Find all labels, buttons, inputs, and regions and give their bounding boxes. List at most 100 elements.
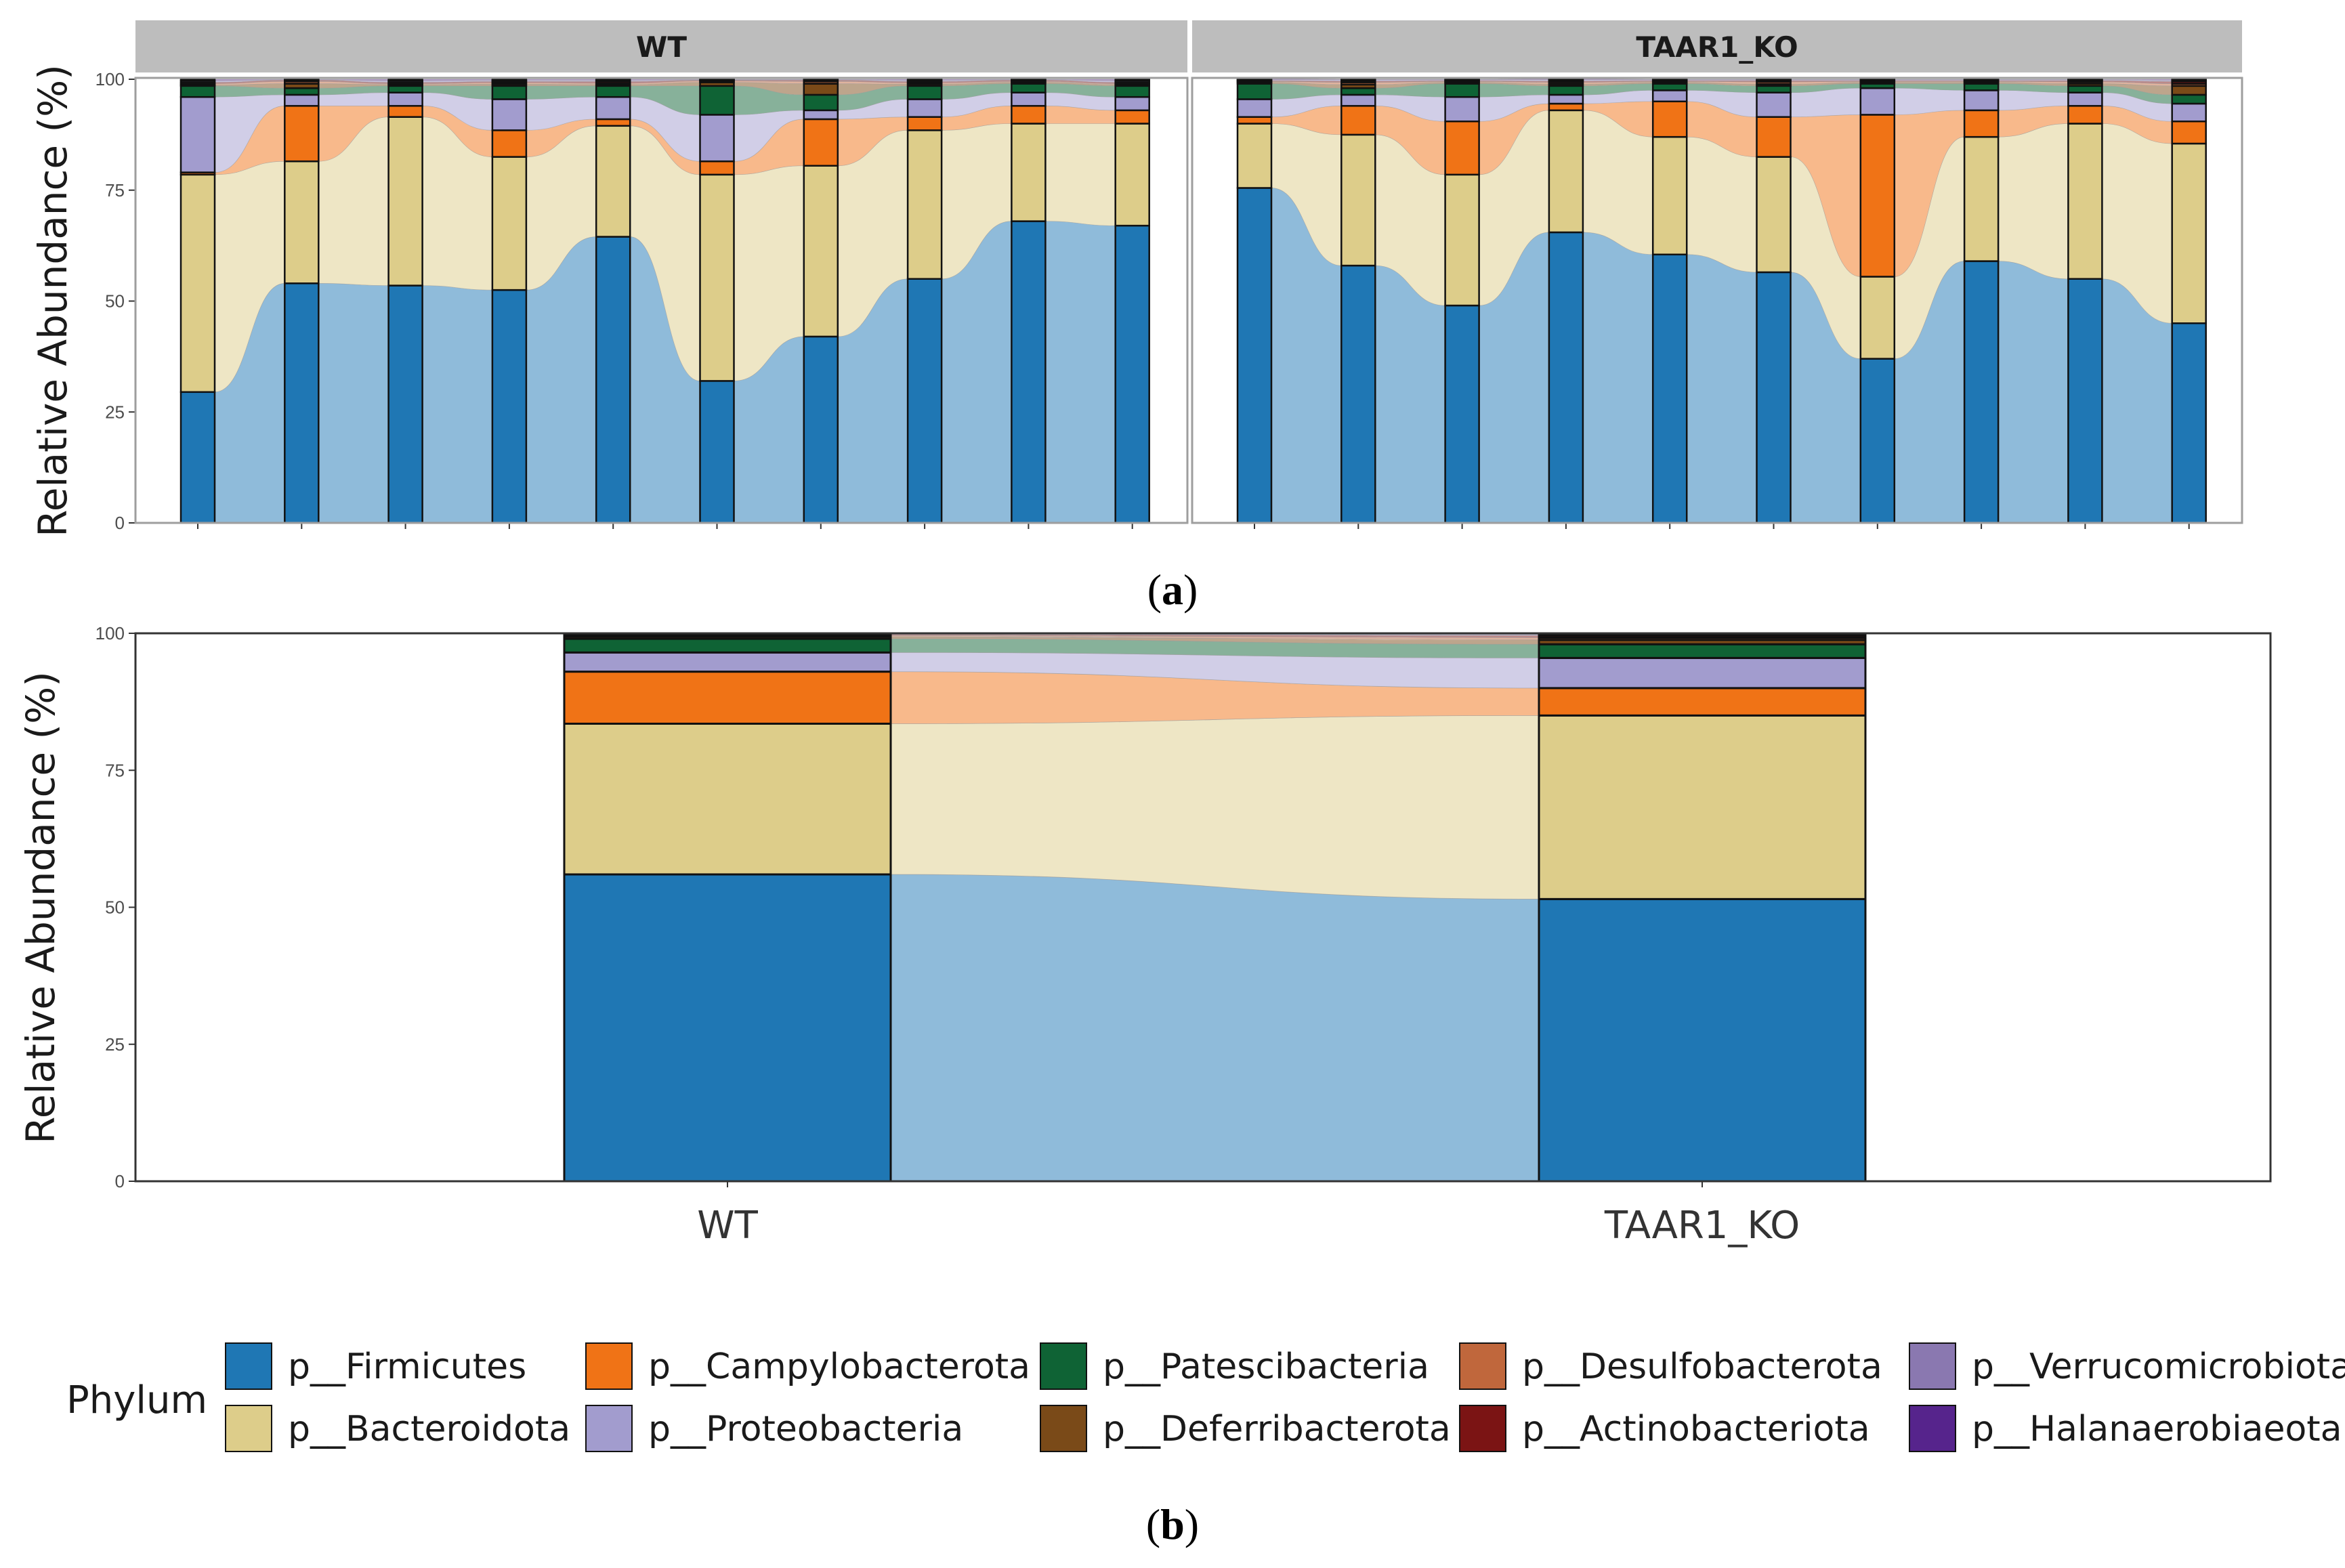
bar-segment-bacteroidota	[563, 722, 892, 876]
bar-segment-bacteroidota	[1340, 133, 1376, 267]
panel-b-y-axis-label: Relative Abundance (%)	[18, 671, 64, 1144]
bar-segment-patescibacteria	[1538, 643, 1867, 659]
panel-b-y-tick-label: 25	[105, 1034, 125, 1055]
bar-segment-patescibacteria	[1963, 83, 2000, 91]
flow-firmicutes	[1998, 261, 2069, 524]
bar-segment-firmicutes	[2171, 322, 2207, 524]
sample-bar-6	[699, 78, 735, 529]
bar-segment-halanaerobiaeota	[387, 78, 423, 82]
bar-segment-halanaerobiaeota	[1444, 78, 1480, 81]
legend-label-verrucomicrobiota: p__Verrucomicrobiota	[1972, 1347, 2345, 1387]
panel-b-y-tick-label: 50	[105, 897, 125, 918]
bar-segment-firmicutes	[1538, 897, 1867, 1183]
bar-segment-proteobacteria	[1444, 96, 1480, 123]
legend-item-firmicutes: p__Firmicutes	[225, 1342, 526, 1390]
bar-segment-firmicutes	[284, 282, 320, 524]
legend-swatch-halanaerobiaeota	[1909, 1405, 1956, 1452]
bar-segment-deferribacterota	[803, 83, 839, 96]
bar-segment-firmicutes	[803, 335, 839, 524]
x-category-label: TAAR1_KO	[1604, 1204, 1800, 1248]
bar-segment-proteobacteria	[1756, 91, 1792, 118]
flow-bacteroidota	[1686, 136, 1757, 273]
legend-item-verrucomicrobiota: p__Verrucomicrobiota	[1909, 1342, 2345, 1390]
legend-label-campylobacterota: p__Campylobacterota	[648, 1347, 1030, 1387]
panel-a-y-tick-label: 100	[96, 69, 125, 89]
bar-segment-proteobacteria	[1236, 98, 1273, 118]
group-alluvial-flows	[890, 633, 1540, 1182]
bar-segment-firmicutes	[1340, 264, 1376, 524]
facet-panel-border	[1191, 77, 2243, 524]
flow-firmicutes	[1582, 232, 1653, 524]
bar-segment-patescibacteria	[1236, 83, 1273, 100]
panel-b-y-tick-label: 0	[115, 1171, 125, 1191]
bar-segment-bacteroidota	[1114, 123, 1150, 227]
bar-segment-halanaerobiaeota	[179, 78, 216, 82]
bar-segment-patescibacteria	[387, 85, 423, 93]
alluvial-flows	[214, 79, 1116, 524]
bar-segment-halanaerobiaeota	[803, 78, 839, 81]
legend-swatch-bacteroidota	[225, 1405, 272, 1452]
bar-segment-patescibacteria	[906, 85, 943, 100]
panel-b-y-tick-label: 75	[105, 760, 125, 780]
bar-segment-firmicutes	[1236, 187, 1273, 524]
bar-segment-proteobacteria	[2171, 102, 2207, 123]
panel-b-label: (b)	[1146, 1500, 1199, 1548]
bar-segment-firmicutes	[387, 284, 423, 524]
bar-segment-proteobacteria	[1114, 96, 1150, 112]
legend-item-actinobacteriota: p__Actinobacteriota	[1459, 1405, 1870, 1452]
bar-segment-patescibacteria	[595, 85, 631, 98]
panel-b-border	[134, 632, 2272, 1183]
flow-halanaerobiaeota	[1894, 79, 1965, 80]
bar-segment-bacteroidota	[387, 116, 423, 287]
flow-patescibacteria	[526, 85, 597, 100]
bar-segment-patescibacteria	[563, 637, 892, 654]
flow-halanaerobiaeota	[1375, 79, 1445, 80]
sample-bar-2	[284, 78, 320, 529]
bar-segment-firmicutes	[1651, 253, 1688, 524]
panel-a-y-tick-label: 75	[105, 180, 125, 200]
bar-segment-campylobacterota	[491, 129, 528, 158]
facet-strip	[135, 20, 1187, 72]
bar-segment-proteobacteria	[803, 109, 839, 121]
bar-segment-patescibacteria	[803, 93, 839, 112]
flow-firmicutes	[1686, 254, 1757, 524]
bar-segment-proteobacteria	[1859, 87, 1896, 116]
bar-segment-campylobacterota	[1114, 109, 1150, 125]
sample-bar-8	[906, 78, 943, 529]
bar-segment-proteobacteria	[1548, 93, 1584, 105]
sample-bar-10	[1114, 78, 1150, 529]
bar-segment-halanaerobiaeota	[1011, 78, 1047, 81]
bar-segment-bacteroidota	[699, 173, 735, 382]
panel-a-label: (a)	[1147, 566, 1198, 614]
bar-segment-campylobacterota	[1859, 114, 1896, 278]
flow-bacteroidota	[1998, 123, 2069, 280]
bar-segment-bacteroidota	[491, 156, 528, 291]
bar-segment-firmicutes	[1444, 304, 1480, 524]
sample-bar-3	[1444, 78, 1480, 529]
bar-segment-halanaerobiaeota	[1340, 78, 1376, 81]
bar-segment-proteobacteria	[1538, 656, 1867, 690]
flow-halanaerobiaeota	[1686, 79, 1757, 80]
bar-segment-firmicutes	[1011, 220, 1047, 524]
bar-segment-bacteroidota	[1236, 123, 1273, 189]
bar-segment-campylobacterota	[284, 105, 320, 163]
panel-a-y-tick-label: 0	[115, 513, 125, 533]
bar-segment-bacteroidota	[1011, 123, 1047, 222]
bar-segment-patescibacteria	[2067, 85, 2103, 93]
bar-segment-halanaerobiaeota	[491, 78, 528, 81]
sample-bar-8	[1963, 78, 2000, 529]
bar-segment-campylobacterota	[387, 105, 423, 118]
flow-halanaerobiaeota	[1790, 79, 1861, 80]
bar-segment-proteobacteria	[563, 651, 892, 673]
bar-segment-bacteroidota	[595, 125, 631, 238]
bar-segment-bacteroidota	[1859, 276, 1896, 360]
bar-segment-proteobacteria	[2067, 91, 2103, 107]
flow-halanaerobiaeota	[734, 79, 805, 80]
bar-segment-halanaerobiaeota	[1963, 78, 2000, 81]
bar-segment-deferribacterota	[2171, 85, 2207, 96]
bar-segment-patescibacteria	[1651, 83, 1688, 91]
alluvial-flows	[1271, 79, 2172, 524]
bar-segment-halanaerobiaeota	[595, 78, 631, 81]
bar-segment-patescibacteria	[1340, 87, 1376, 96]
